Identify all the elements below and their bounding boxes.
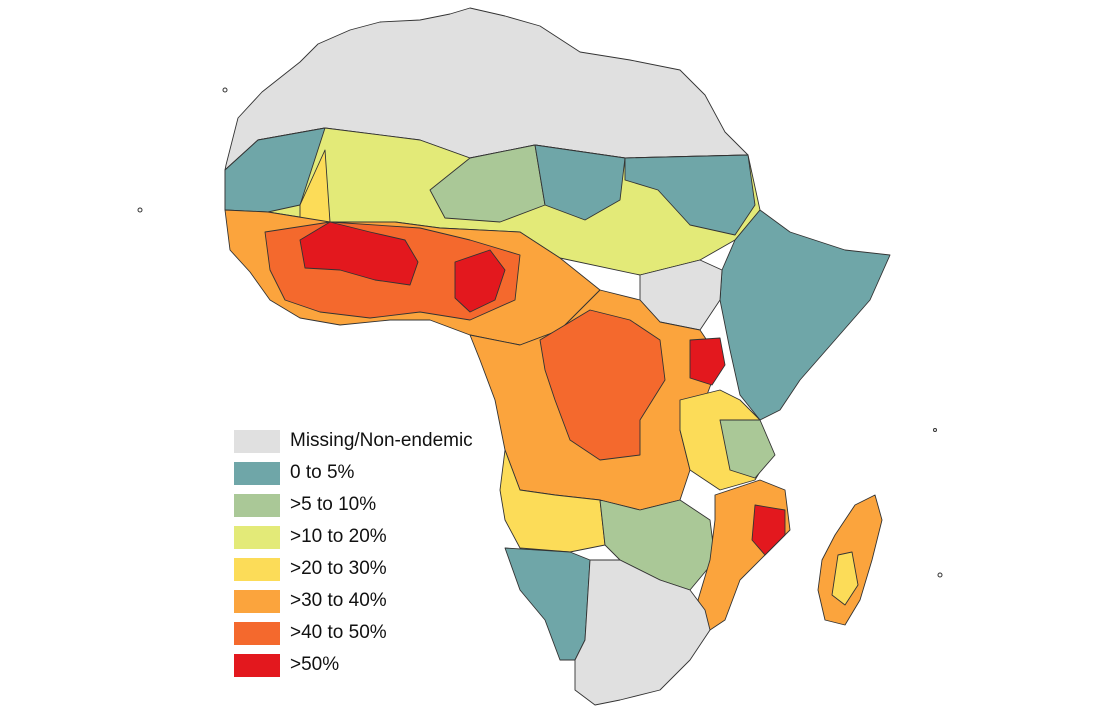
legend-swatch [234, 653, 280, 677]
legend-label: 0 to 5% [290, 462, 355, 483]
island-seychelles [933, 428, 937, 432]
region-burkina-red [299, 221, 419, 286]
legend-item: >40 to 50% [234, 617, 473, 649]
legend-label: >5 to 10% [290, 494, 377, 515]
legend-label: >30 to 40% [290, 590, 387, 611]
legend-item: >10 to 20% [234, 521, 473, 553]
region-uganda-red [689, 337, 726, 386]
legend-item: 0 to 5% [234, 457, 473, 489]
legend-swatch [234, 525, 280, 549]
region-angola [499, 449, 606, 553]
legend-swatch [234, 589, 280, 613]
legend-item: >30 to 40% [234, 585, 473, 617]
legend-swatch [234, 621, 280, 645]
legend-item: Missing/Non-endemic [234, 425, 473, 457]
legend-label: >10 to 20% [290, 526, 387, 547]
region-zambia-green [599, 499, 716, 591]
legend-label: >40 to 50% [290, 622, 387, 643]
region-drc-high [539, 309, 666, 461]
legend-swatch [234, 461, 280, 485]
region-nigeria-red [454, 249, 506, 313]
legend-item: >20 to 30% [234, 553, 473, 585]
island-canaries [222, 87, 228, 93]
legend-swatch [234, 557, 280, 581]
region-madagascar-inner [831, 551, 859, 606]
legend-swatch [234, 429, 280, 453]
region-sudan-teal [624, 154, 756, 236]
map-legend: Missing/Non-endemic 0 to 5% >5 to 10% >1… [234, 425, 473, 681]
region-somalia-ethiopia-teal [719, 209, 891, 421]
island-cape-verde [137, 207, 143, 213]
region-tanzania-east [719, 419, 776, 479]
legend-item: >5 to 10% [234, 489, 473, 521]
region-chad-teal [534, 144, 626, 221]
region-mozambique [697, 479, 791, 631]
region-south-africa-missing [574, 559, 711, 706]
legend-label: >50% [290, 654, 340, 675]
legend-swatch [234, 493, 280, 517]
island-mauritius [937, 572, 943, 578]
legend-label: Missing/Non-endemic [290, 430, 473, 451]
legend-item: >50% [234, 649, 473, 681]
region-namibia-teal [504, 547, 591, 661]
legend-label: >20 to 30% [290, 558, 387, 579]
region-mozambique-red [751, 504, 786, 556]
